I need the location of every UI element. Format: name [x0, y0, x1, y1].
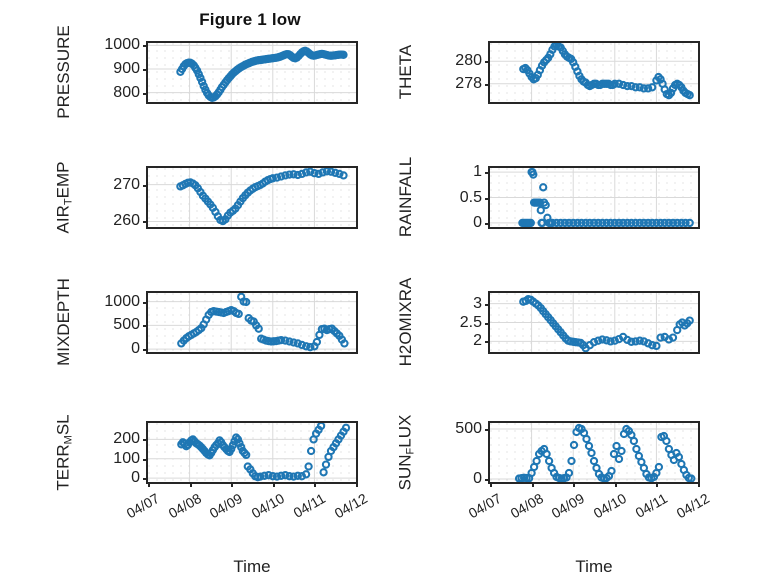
- y-tick-mark: [485, 222, 490, 225]
- ylabel-subscript: T: [62, 197, 75, 205]
- y-tick-label: 200: [113, 430, 140, 448]
- x-tick-label: 04/12: [673, 490, 712, 522]
- axes-mixdepth: [146, 291, 358, 354]
- y-tick-mark: [485, 303, 490, 306]
- ylabel-subscript: M: [62, 434, 75, 444]
- y-tick-label: 0: [473, 470, 482, 487]
- y-tick-mark: [485, 322, 490, 325]
- y-axis-label-mixdepth: MIXDEPTH: [54, 247, 74, 397]
- y-axis-label-sun-flux: SUNFLUX: [396, 377, 417, 527]
- y-tick-mark: [485, 479, 490, 481]
- axes-air-temp: [146, 166, 358, 229]
- axes-rainfall: [488, 166, 700, 229]
- y-tick-label: 270: [113, 175, 140, 193]
- y-tick-label: 278: [455, 74, 482, 92]
- x-tick-label: 04/09: [206, 490, 246, 522]
- x-tick-label: 04/12: [331, 490, 370, 522]
- y-tick-mark: [143, 325, 148, 328]
- ylabel-tail: EMP: [53, 161, 73, 198]
- x-tick-mark: [231, 482, 234, 487]
- axes-sun-flux: [488, 421, 700, 484]
- y-tick-label: 900: [113, 59, 140, 77]
- y-tick-mark: [485, 172, 490, 175]
- y-tick-mark: [143, 439, 148, 442]
- axes-theta: [488, 41, 700, 104]
- ylabel-subscript: F: [404, 447, 417, 454]
- y-tick-label: 2.5: [459, 313, 482, 331]
- x-axis-label: Time: [233, 557, 271, 576]
- y-tick-mark: [485, 61, 490, 64]
- x-tick-label: 04/10: [590, 490, 629, 522]
- y-axis-label-h2omixra: H2OMIXRA: [396, 247, 416, 397]
- y-tick-label: 1: [473, 163, 482, 181]
- y-tick-label: 500: [113, 316, 140, 334]
- x-tick-mark: [356, 482, 358, 487]
- x-tick-mark: [656, 482, 659, 487]
- y-tick-mark: [143, 458, 148, 461]
- x-tick-mark: [614, 482, 617, 487]
- axes-h2omixra: [488, 291, 700, 354]
- y-tick-mark: [485, 341, 490, 344]
- axes-pressure: [146, 41, 358, 104]
- y-tick-mark: [143, 92, 148, 95]
- x-tick-mark: [189, 482, 192, 487]
- y-tick-mark: [485, 83, 490, 86]
- ylabel-base: PRESSURE: [54, 24, 73, 119]
- y-tick-label: 280: [455, 52, 482, 70]
- x-tick-label: 04/07: [465, 490, 504, 522]
- y-tick-mark: [143, 184, 148, 187]
- y-tick-label: 3: [473, 294, 482, 312]
- y-tick-label: 2: [473, 332, 482, 350]
- y-tick-mark: [485, 429, 490, 431]
- y-tick-label: 0: [131, 469, 140, 487]
- y-tick-label: 1000: [104, 36, 140, 54]
- x-tick-label: 04/08: [507, 490, 546, 522]
- ylabel-base: RAINFALL: [396, 156, 415, 237]
- x-tick-mark: [272, 482, 275, 487]
- figure-title: Figure 1 low: [199, 10, 301, 29]
- y-tick-label: 500: [455, 420, 482, 437]
- y-tick-mark: [143, 349, 148, 352]
- y-tick-label: 800: [113, 83, 140, 101]
- y-tick-label: 100: [113, 449, 140, 467]
- y-tick-mark: [143, 68, 148, 71]
- x-tick-label: 04/09: [548, 490, 588, 522]
- x-tick-label: 04/10: [248, 490, 287, 522]
- y-tick-label: 0.5: [459, 188, 482, 206]
- y-tick-mark: [485, 197, 490, 200]
- x-tick-mark: [531, 482, 534, 487]
- x-tick-mark: [490, 482, 492, 487]
- y-tick-mark: [143, 301, 148, 304]
- x-tick-label: 04/11: [290, 490, 329, 521]
- y-tick-label: 0: [131, 340, 140, 358]
- ylabel-base: SUN: [395, 453, 415, 490]
- x-tick-label: 04/07: [123, 490, 162, 522]
- y-tick-label: 0: [473, 213, 482, 231]
- x-tick-mark: [698, 482, 700, 487]
- ylabel-base: MIXDEPTH: [54, 277, 73, 366]
- y-tick-mark: [143, 221, 148, 224]
- ylabel-tail: SL: [53, 413, 73, 435]
- x-tick-mark: [148, 482, 150, 487]
- ylabel-base: H2OMIXRA: [396, 277, 415, 366]
- y-tick-label: 1000: [104, 292, 140, 310]
- ylabel-base: THETA: [396, 44, 415, 99]
- axes-terr-msl: [146, 421, 358, 484]
- y-tick-label: 260: [113, 212, 140, 230]
- y-tick-mark: [143, 478, 148, 481]
- y-axis-label-terr-msl: TERRMSL: [54, 377, 75, 527]
- ylabel-base: AIR: [53, 204, 73, 233]
- y-tick-mark: [143, 45, 148, 48]
- x-axis-label: Time: [575, 557, 613, 576]
- x-tick-mark: [314, 482, 317, 487]
- x-tick-mark: [573, 482, 576, 487]
- ylabel-tail: LUX: [395, 414, 415, 448]
- ylabel-base: TERR: [53, 443, 73, 491]
- x-tick-label: 04/08: [165, 490, 204, 522]
- x-tick-label: 04/11: [632, 490, 671, 521]
